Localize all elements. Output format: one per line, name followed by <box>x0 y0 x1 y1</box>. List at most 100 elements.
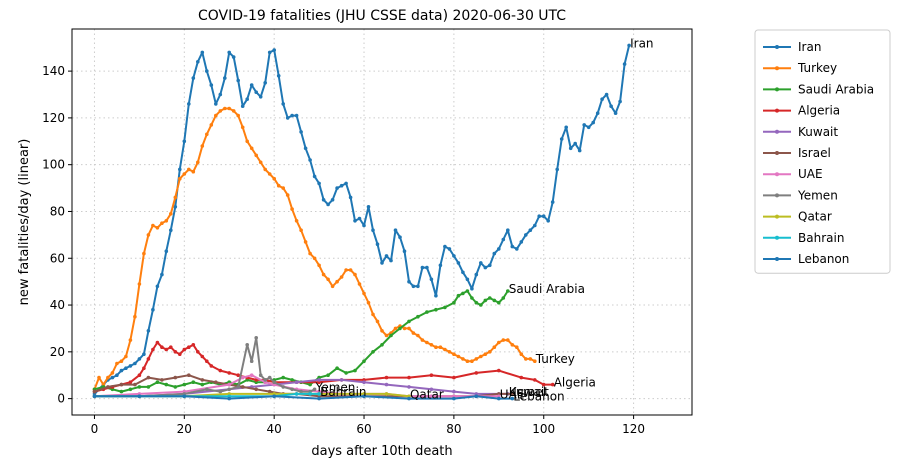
data-point-uae <box>227 382 231 387</box>
data-point-iran <box>425 265 429 270</box>
annotation-turkey: Turkey <box>535 352 575 366</box>
series-turkey <box>92 106 537 392</box>
data-point-israel <box>106 385 110 389</box>
data-point-iran <box>133 361 137 366</box>
data-point-kuwait <box>317 378 321 382</box>
data-point-uae <box>240 375 245 380</box>
data-point-yemen <box>254 336 258 340</box>
data-point-saudi-arabia <box>483 298 488 303</box>
data-point-kuwait <box>362 380 366 385</box>
data-point-iran <box>214 102 218 106</box>
data-point-iran <box>223 76 227 80</box>
data-point-iran <box>362 223 366 228</box>
data-point-algeria <box>128 380 133 385</box>
data-point-lebanon <box>182 394 187 399</box>
data-point-turkey <box>182 172 187 176</box>
data-point-saudi-arabia <box>425 310 429 314</box>
data-point-turkey <box>366 300 371 305</box>
legend-item-turkey: Turkey <box>763 61 837 75</box>
data-point-saudi-arabia <box>182 382 187 387</box>
data-point-saudi-arabia <box>344 371 348 375</box>
series-lebanon <box>92 394 515 401</box>
legend-item-israel: Israel <box>763 146 831 160</box>
x-tick-label: 20 <box>177 422 192 436</box>
data-point-turkey <box>303 240 308 244</box>
data-point-turkey <box>348 268 353 272</box>
data-point-algeria <box>182 347 187 352</box>
data-point-iran <box>501 237 506 242</box>
legend-marker <box>775 257 779 261</box>
data-point-iran <box>272 48 277 52</box>
data-point-turkey <box>357 282 362 286</box>
legend-marker <box>775 172 779 177</box>
data-point-iran <box>510 244 515 249</box>
data-point-qatar <box>384 392 389 396</box>
data-point-iran <box>470 286 474 291</box>
data-point-iran <box>357 216 362 221</box>
data-point-turkey <box>470 359 474 364</box>
data-point-iran <box>443 244 447 249</box>
data-point-turkey <box>205 132 209 137</box>
data-point-algeria <box>169 345 173 350</box>
data-point-turkey <box>151 223 155 228</box>
data-point-turkey <box>137 282 142 286</box>
data-point-iran <box>515 247 519 251</box>
data-point-turkey <box>254 153 258 158</box>
data-point-turkey <box>497 340 501 345</box>
data-point-iran <box>618 99 622 104</box>
data-point-yemen <box>267 375 272 380</box>
data-point-iran <box>568 146 573 151</box>
data-point-algeria <box>519 375 524 380</box>
data-point-uae <box>429 394 434 399</box>
data-point-algeria <box>142 366 146 371</box>
data-point-turkey <box>483 352 488 357</box>
data-point-iran <box>317 181 321 186</box>
data-point-saudi-arabia <box>492 298 497 303</box>
data-point-lebanon <box>92 394 97 399</box>
data-point-saudi-arabia <box>506 289 510 293</box>
data-point-iran <box>173 205 178 209</box>
data-point-saudi-arabia <box>389 333 393 338</box>
data-point-iran <box>479 261 483 265</box>
data-point-iran <box>294 113 299 118</box>
data-point-yemen <box>312 387 317 392</box>
data-point-saudi-arabia <box>335 366 339 371</box>
data-point-iran <box>308 158 312 162</box>
data-point-turkey <box>371 312 375 317</box>
data-point-turkey <box>124 354 128 359</box>
data-point-algeria <box>474 371 479 375</box>
data-point-saudi-arabia <box>416 314 420 319</box>
data-point-turkey <box>178 176 182 181</box>
data-point-iran <box>119 368 124 373</box>
legend-label: Bahrain <box>798 231 844 245</box>
data-point-turkey <box>425 340 429 345</box>
data-point-algeria <box>497 368 501 373</box>
data-point-algeria <box>218 368 223 373</box>
data-point-saudi-arabia <box>452 300 456 305</box>
data-point-turkey <box>164 219 169 223</box>
data-point-turkey <box>119 359 124 364</box>
data-point-saudi-arabia <box>465 289 470 293</box>
data-point-iran <box>506 228 510 232</box>
data-point-iran <box>434 293 438 298</box>
data-point-iran <box>465 277 470 282</box>
axes: 0 20 40 60 80 100 120 0 20 40 60 80 100 120 140 <box>42 64 645 436</box>
data-point-iran <box>321 198 326 202</box>
data-point-iran <box>456 261 461 265</box>
data-point-turkey <box>362 291 366 296</box>
series-yemen <box>92 336 317 399</box>
y-tick-label: 60 <box>50 251 65 265</box>
data-point-saudi-arabia <box>470 296 474 300</box>
data-point-iran <box>254 90 258 94</box>
data-point-israel <box>200 378 205 382</box>
data-point-saudi-arabia <box>443 305 447 310</box>
data-point-turkey <box>506 338 510 342</box>
data-point-iran <box>393 228 398 232</box>
data-point-turkey <box>231 109 236 113</box>
data-point-iran <box>546 219 550 223</box>
data-point-iran <box>137 357 142 361</box>
annotation-lebanon: Lebanon <box>513 390 564 404</box>
data-point-iran <box>519 240 524 244</box>
data-point-turkey <box>227 106 231 111</box>
annotation-algeria: Algeria <box>554 376 596 390</box>
